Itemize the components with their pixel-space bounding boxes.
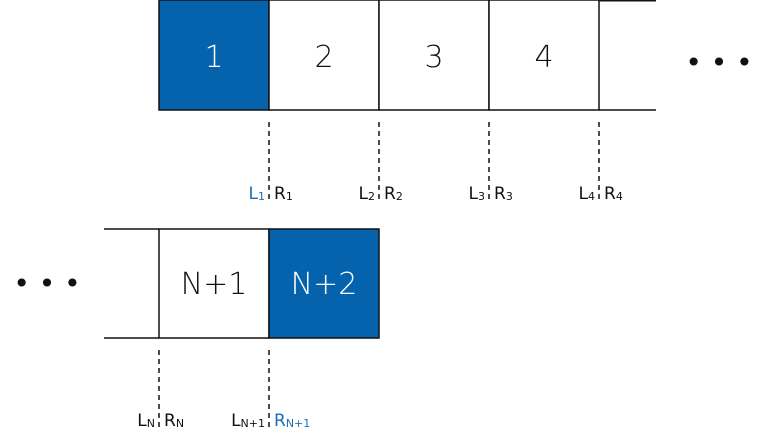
top-cell-4-box	[488, 0, 600, 111]
top-cell-3-box	[378, 0, 490, 111]
top-cell-1-box	[158, 0, 270, 111]
left-pointer-label-n-plus-1: LN+1	[231, 411, 265, 431]
right-pointer-label-n-plus-1: RN+1	[274, 411, 310, 431]
top-cell-3-label: 3	[424, 40, 443, 75]
bottom-cell-n-plus-2-box	[268, 228, 380, 339]
left-pointer-label-3: L3	[469, 184, 485, 204]
right-pointer-label-1: R1	[274, 184, 293, 204]
bottom-row: • • • N+1 N+2	[13, 228, 380, 339]
left-pointer-label-4: L4	[579, 184, 595, 204]
top-row-continuation-dots: • • •	[685, 46, 752, 79]
top-boundary-markers	[268, 122, 600, 202]
right-pointer-label-n: RN	[164, 411, 184, 431]
bottom-cell-n-plus-1-label: N+1	[181, 267, 248, 302]
right-pointer-label-4: R4	[604, 184, 623, 204]
top-cell-2-label: 2	[314, 40, 333, 75]
bottom-row-continuation-dots: • • •	[13, 267, 80, 300]
left-pointer-label-1: L1	[249, 184, 265, 204]
left-pointer-label-n: LN	[137, 411, 155, 431]
top-cell-2-box	[268, 0, 380, 111]
bottom-boundary-labels: LN RN LN+1 RN+1	[137, 411, 310, 431]
top-row: 1 2 3 4 • • •	[158, 0, 753, 111]
bottom-cell-n-plus-2-label: N+2	[291, 267, 358, 302]
bottom-cell-n-plus-1-box	[158, 228, 270, 339]
bottom-boundary-markers	[158, 350, 270, 428]
top-cell-4-label: 4	[534, 40, 553, 75]
right-pointer-label-2: R2	[384, 184, 403, 204]
right-pointer-label-3: R3	[494, 184, 513, 204]
left-pointer-label-2: L2	[359, 184, 375, 204]
top-boundary-labels: L1 R1 L2 R2 L3 R3 L4 R4	[249, 184, 623, 204]
top-cell-1-label: 1	[204, 40, 223, 75]
